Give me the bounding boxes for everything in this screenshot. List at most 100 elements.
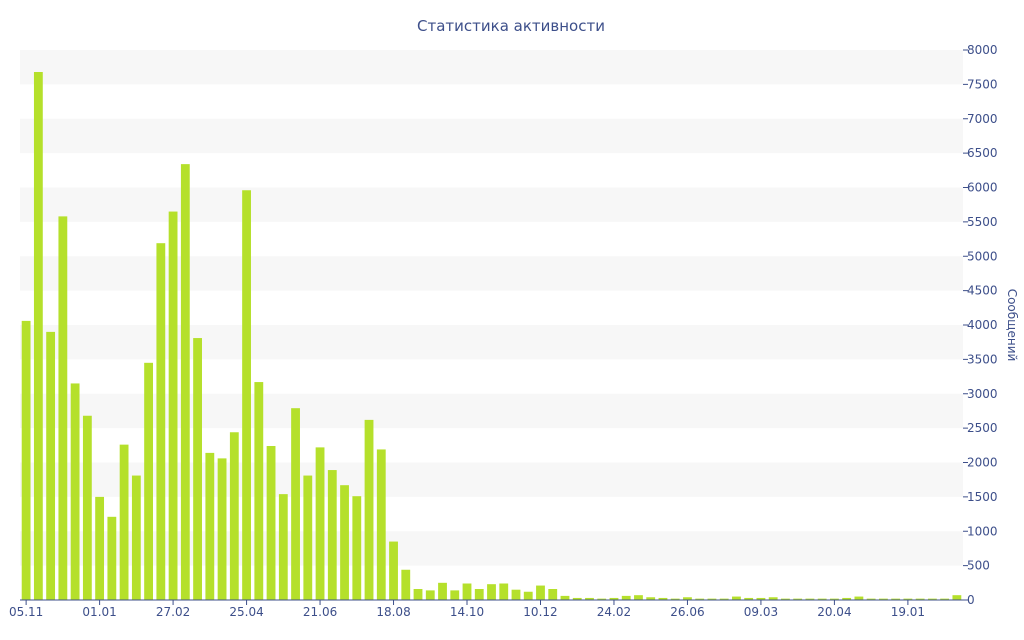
bar <box>707 598 717 601</box>
x-tick-label: 20.04 <box>817 605 851 619</box>
y-tick-label: 6500 <box>967 146 998 160</box>
bar <box>474 589 484 600</box>
bars-group <box>21 72 962 601</box>
y-tick-label: 6000 <box>967 181 998 195</box>
bar <box>58 216 68 601</box>
grid-band <box>20 50 963 85</box>
bar <box>180 164 190 601</box>
bar <box>438 582 447 600</box>
bar <box>891 598 901 601</box>
bar <box>572 597 582 600</box>
x-tick-label: 21.06 <box>303 605 337 619</box>
x-tick-label: 09.03 <box>744 605 778 619</box>
bar <box>413 589 423 600</box>
bar <box>866 598 876 601</box>
bar <box>46 331 56 601</box>
bar <box>781 598 790 601</box>
bar <box>952 595 962 600</box>
bar <box>854 596 864 600</box>
bar <box>805 598 815 601</box>
bar <box>817 598 827 601</box>
bar <box>193 338 202 600</box>
x-tick-label: 18.08 <box>376 605 410 619</box>
bar <box>107 516 117 600</box>
bar <box>487 584 496 600</box>
bar <box>940 598 950 601</box>
bar <box>144 362 153 600</box>
x-tick-label: 27.02 <box>156 605 190 619</box>
grid-band <box>20 187 963 222</box>
x-tick-label: 01.01 <box>82 605 116 619</box>
bar <box>82 415 92 600</box>
bar <box>462 583 472 600</box>
bar <box>450 590 460 601</box>
y-tick-label: 2000 <box>967 456 998 470</box>
bar <box>609 597 619 600</box>
bar <box>266 446 276 600</box>
y-tick-label: 4000 <box>967 318 998 332</box>
bar <box>242 190 251 600</box>
x-tick-label: 05.11 <box>9 605 43 619</box>
bar <box>401 569 411 600</box>
bar <box>389 541 398 600</box>
bar <box>536 585 545 600</box>
x-tick-label: 25.04 <box>229 605 263 619</box>
x-axis-ticks: 05.11 01.01 27.02 25.04 21.06 18.08 14.10 10.12… <box>9 600 925 619</box>
bar <box>744 597 754 600</box>
bar <box>830 598 839 601</box>
bar <box>670 598 680 601</box>
bar <box>683 597 692 600</box>
bar <box>131 475 141 600</box>
bar <box>278 494 288 601</box>
bar <box>878 598 888 601</box>
bar <box>523 591 533 600</box>
bar <box>560 595 570 601</box>
y-tick-label: 3500 <box>967 352 998 366</box>
bar <box>732 596 741 600</box>
y-axis-ticks: 0 500 1000 1500 2000 2500 3000 3500 4000 4500 5000… <box>963 43 998 607</box>
bar <box>352 496 362 600</box>
x-tick-label: 10.12 <box>523 605 557 619</box>
bar <box>119 444 129 601</box>
bar <box>315 447 325 601</box>
bar <box>768 597 778 600</box>
bar <box>303 475 313 600</box>
bar <box>364 419 374 601</box>
bar <box>756 597 766 600</box>
x-tick-label: 26.06 <box>670 605 704 619</box>
bar <box>719 598 729 601</box>
bar <box>425 590 435 601</box>
bar <box>548 589 558 600</box>
bar <box>205 452 215 601</box>
bar <box>156 243 166 600</box>
x-tick-label: 14.10 <box>450 605 484 619</box>
y-tick-label: 0 <box>967 593 975 607</box>
bar <box>499 583 509 600</box>
bar <box>634 595 643 600</box>
bar <box>903 598 913 601</box>
bar <box>340 485 349 600</box>
bar <box>646 597 656 600</box>
bar <box>95 496 105 601</box>
y-tick-label: 4500 <box>967 284 998 298</box>
y-axis-label: Сообщений <box>1005 289 1019 362</box>
bar <box>70 383 80 600</box>
bar <box>327 470 337 600</box>
y-tick-label: 5000 <box>967 249 998 263</box>
y-tick-label: 500 <box>967 559 990 573</box>
y-tick-label: 2500 <box>967 421 998 435</box>
x-tick-label: 24.02 <box>597 605 631 619</box>
grid-band <box>20 118 963 154</box>
y-tick-label: 1000 <box>967 524 998 538</box>
y-tick-label: 1500 <box>967 490 998 504</box>
bar <box>597 598 607 601</box>
y-tick-label: 7500 <box>967 77 998 91</box>
bar <box>585 597 594 600</box>
bar <box>33 72 43 600</box>
bar <box>842 597 852 600</box>
y-tick-label: 8000 <box>967 43 998 57</box>
bar <box>793 598 803 601</box>
bar <box>915 598 925 601</box>
bar <box>927 598 937 601</box>
